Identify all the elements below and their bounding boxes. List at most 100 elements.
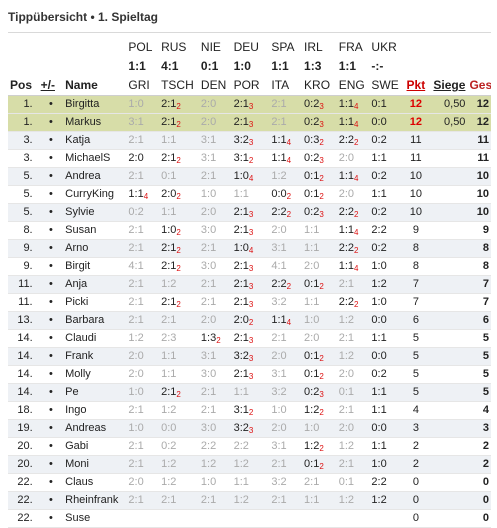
player-name: Andrea	[63, 167, 127, 186]
column-siege[interactable]: Siege	[429, 76, 468, 96]
tip-points: 3	[248, 426, 254, 435]
column-ges[interactable]: Ges	[467, 76, 491, 96]
tip-score: 4:1	[128, 260, 144, 272]
rank-cell: 13.	[8, 311, 39, 330]
tip-score: 1:2	[128, 332, 144, 344]
tip-cell: 0:12	[302, 455, 337, 474]
tip-score: 0:1	[338, 386, 355, 398]
match-away-label: TSCH	[159, 76, 199, 96]
wins-cell	[429, 383, 468, 402]
tip-score: 2:1	[304, 476, 320, 488]
tip-cell	[302, 509, 337, 528]
tip-score: 1:1	[271, 314, 287, 326]
tip-cell: 2:13	[231, 221, 270, 240]
column-pkt[interactable]: Pkt	[402, 76, 430, 96]
tip-points: 2	[176, 246, 181, 255]
tip-score: 1:0	[200, 188, 217, 200]
column-change[interactable]: +/-	[38, 76, 64, 96]
tip-score: 1:1	[304, 494, 320, 506]
tip-cell: 2:22	[336, 293, 370, 312]
player-name: Frank	[63, 347, 127, 366]
tip-points: 3	[248, 228, 254, 237]
tip-score: 2:0	[271, 422, 287, 434]
tip-points: 4	[286, 156, 292, 165]
change-indicator: •	[38, 167, 64, 186]
tip-cell: 1:2	[231, 455, 270, 474]
tip-score: 2:1	[233, 368, 249, 380]
tip-cell	[231, 509, 270, 528]
tip-cell: 1:0	[126, 383, 160, 402]
pkt-sort-link[interactable]: Pkt	[406, 78, 426, 92]
tip-score: 0:2	[304, 206, 320, 218]
tip-score: 3:0	[200, 260, 217, 272]
change-indicator: •	[38, 149, 64, 168]
tip-cell: 2:0	[269, 419, 303, 438]
tip-score: 1:0	[271, 404, 287, 416]
rank-cell: 9.	[8, 239, 39, 258]
tip-cell: 1:02	[159, 221, 199, 240]
tip-score: 1:1	[233, 476, 249, 488]
total-cell: 5	[467, 383, 491, 402]
tip-score: 0:1	[304, 368, 320, 380]
tip-score: 2:1	[200, 404, 217, 416]
tip-score: 0:1	[338, 476, 355, 488]
tip-score: 2:1	[200, 242, 217, 254]
table-row: 1. • Birgitta 1:0 2:12 2:0 2:13 2:1 0:23 1:14 0:1 1…	[8, 95, 491, 114]
tip-cell: 1:0	[126, 419, 160, 438]
tip-score: 3:1	[271, 368, 287, 380]
tip-cell: 3:12	[231, 149, 270, 168]
table-row: 19. • Andreas 1:0 0:0 3:0 3:23 2:0 1:0 2:0 0:0 3 3	[8, 419, 491, 438]
siege-sort-link[interactable]: Siege	[433, 78, 466, 92]
player-name: Picki	[63, 293, 127, 312]
table-row: 14. • Molly 2:0 1:1 3:0 2:13 3:1 0:12 2:0 0:2 5 5	[8, 365, 491, 384]
tip-cell	[126, 509, 160, 528]
tip-score: 2:1	[161, 98, 177, 110]
tip-score: 2:2	[338, 134, 355, 146]
tip-cell: 2:22	[336, 131, 370, 150]
tip-score: 2:0	[128, 476, 144, 488]
tip-points: 2	[176, 156, 181, 165]
tip-score: 1:1	[271, 134, 287, 146]
change-sort-link[interactable]: +/-	[40, 78, 55, 92]
tip-cell: 0:2	[369, 239, 403, 258]
tip-cell: 2:1	[126, 239, 160, 258]
tip-score: 0:0	[371, 422, 387, 434]
total-cell: 10	[467, 185, 491, 204]
tip-cell: 3:12	[231, 401, 270, 420]
tip-score: 2:1	[338, 404, 355, 416]
tip-score: 3:2	[271, 476, 287, 488]
tip-score: 2:1	[233, 260, 249, 272]
rank-cell: 22.	[8, 473, 39, 492]
tip-score: 0:1	[304, 458, 320, 470]
tip-points: 2	[286, 282, 292, 291]
rank-cell: 11.	[8, 275, 39, 294]
tip-points: 2	[319, 282, 324, 291]
tip-score: 3:1	[271, 242, 287, 254]
change-indicator: •	[38, 455, 64, 474]
ges-sort-link[interactable]: Ges	[469, 78, 491, 92]
tip-rows: 1. • Birgitta 1:0 2:12 2:0 2:13 2:1 0:23 1:14 0:1 1…	[8, 95, 491, 528]
match-away-label: ITA	[269, 76, 303, 96]
tip-score: 2:1	[128, 494, 144, 506]
change-indicator: •	[38, 347, 64, 366]
tip-score: 0:2	[371, 170, 387, 182]
tip-score: 4:1	[271, 260, 287, 272]
player-name: Moni	[63, 455, 127, 474]
tip-score: 2:1	[128, 170, 144, 182]
rank-cell: 14.	[8, 329, 39, 348]
tip-points: 2	[176, 390, 181, 399]
points-cell: 5	[402, 329, 430, 348]
tip-cell: 2:13	[231, 365, 270, 384]
points-cell: 2	[402, 437, 430, 456]
tip-cell: 2:1	[159, 311, 199, 330]
tip-score: 2:1	[128, 440, 144, 452]
tip-score: 0:0	[371, 314, 387, 326]
tip-cell: 1:1	[159, 347, 199, 366]
tip-cell: 2:0	[336, 185, 370, 204]
tip-cell: 2:1	[302, 473, 337, 492]
tip-points: 2	[319, 192, 324, 201]
tip-cell: 3:1	[269, 365, 303, 384]
player-name: Katja	[63, 131, 127, 150]
tip-score: 1:1	[371, 188, 387, 200]
tip-score: 2:1	[161, 494, 177, 506]
